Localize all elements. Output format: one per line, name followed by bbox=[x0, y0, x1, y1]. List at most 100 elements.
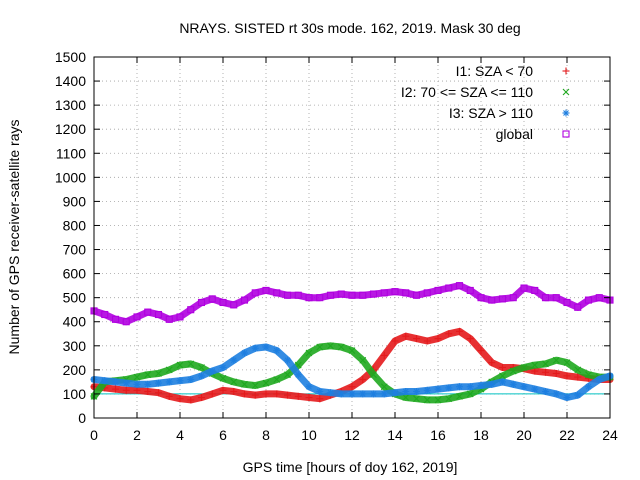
data-point bbox=[187, 360, 195, 368]
data-point bbox=[305, 383, 313, 391]
data-point bbox=[294, 291, 302, 299]
data-point bbox=[370, 390, 377, 398]
data-point bbox=[305, 294, 313, 302]
data-point bbox=[595, 375, 603, 383]
data-point bbox=[144, 308, 152, 316]
data-point bbox=[230, 301, 238, 309]
data-point bbox=[488, 359, 496, 367]
data-point bbox=[133, 373, 141, 381]
data-point bbox=[434, 396, 442, 404]
data-point bbox=[198, 372, 205, 380]
data-point bbox=[316, 388, 324, 396]
data-point bbox=[509, 367, 517, 375]
x-tick-label: 8 bbox=[262, 427, 270, 443]
data-point bbox=[402, 394, 410, 401]
data-point bbox=[187, 375, 195, 383]
data-point bbox=[144, 380, 152, 388]
data-point bbox=[326, 291, 335, 299]
data-point bbox=[499, 378, 506, 386]
y-tick-label: 1500 bbox=[55, 49, 86, 65]
data-point bbox=[112, 378, 119, 386]
legend-label: I3: SZA > 110 bbox=[449, 105, 533, 121]
data-point bbox=[499, 363, 506, 371]
data-point bbox=[165, 366, 173, 374]
data-point bbox=[133, 380, 141, 388]
legend-marker bbox=[562, 88, 570, 96]
x-tick-label: 12 bbox=[344, 427, 360, 443]
x-axis-title: GPS time [hours of doy 162, 2019] bbox=[243, 459, 458, 475]
data-point bbox=[455, 282, 464, 290]
data-point bbox=[262, 343, 270, 351]
data-point bbox=[262, 286, 270, 294]
legend: I1: SZA < 70 I2: 70 <= SZA <= 110 I3: SZA … bbox=[401, 63, 570, 142]
data-point bbox=[273, 390, 281, 398]
legend-marker bbox=[562, 109, 570, 117]
data-point bbox=[445, 284, 453, 292]
x-tick-label: 24 bbox=[602, 427, 618, 443]
data-point bbox=[445, 395, 453, 403]
data-point bbox=[219, 298, 227, 307]
data-point bbox=[574, 373, 582, 381]
data-point bbox=[230, 388, 238, 396]
data-point bbox=[563, 394, 571, 402]
data-point bbox=[337, 343, 345, 351]
data-point bbox=[305, 394, 313, 402]
data-point bbox=[273, 347, 281, 355]
data-point bbox=[413, 388, 420, 396]
data-point bbox=[219, 374, 227, 382]
data-point bbox=[574, 366, 582, 374]
data-point bbox=[574, 391, 582, 399]
data-point bbox=[327, 342, 334, 350]
x-tick-label: 18 bbox=[473, 427, 489, 443]
data-point bbox=[316, 294, 324, 302]
data-point bbox=[359, 375, 367, 383]
data-point bbox=[133, 386, 141, 394]
x-tick-label: 10 bbox=[301, 427, 317, 443]
data-point bbox=[445, 330, 453, 338]
data-point bbox=[423, 289, 431, 297]
data-point bbox=[563, 372, 571, 380]
data-point bbox=[466, 286, 474, 294]
data-point bbox=[198, 364, 205, 371]
data-point bbox=[584, 296, 593, 304]
data-point bbox=[402, 289, 410, 297]
data-point bbox=[337, 290, 345, 298]
x-tick-label: 14 bbox=[387, 427, 403, 443]
legend-marker bbox=[562, 67, 570, 75]
data-point bbox=[477, 294, 485, 302]
y-tick-label: 700 bbox=[63, 242, 87, 258]
data-point bbox=[477, 347, 485, 355]
data-point bbox=[262, 379, 270, 387]
data-point bbox=[294, 371, 302, 379]
data-point bbox=[316, 343, 324, 351]
data-point bbox=[348, 390, 356, 398]
data-point bbox=[391, 337, 399, 345]
data-point bbox=[488, 380, 496, 388]
data-point bbox=[369, 290, 378, 298]
y-tick-label: 100 bbox=[63, 386, 87, 402]
data-point bbox=[531, 385, 539, 393]
data-point bbox=[434, 385, 442, 393]
data-point bbox=[466, 383, 474, 391]
data-point bbox=[101, 377, 109, 385]
data-point bbox=[284, 391, 291, 399]
data-point bbox=[155, 389, 162, 397]
data-point bbox=[165, 378, 173, 386]
data-point bbox=[262, 390, 270, 398]
data-point bbox=[348, 291, 356, 299]
data-point bbox=[154, 310, 163, 319]
data-point bbox=[434, 286, 442, 294]
data-point bbox=[520, 284, 528, 292]
data-point bbox=[380, 351, 388, 359]
data-point bbox=[359, 390, 367, 398]
y-tick-label: 1100 bbox=[56, 145, 86, 161]
data-point bbox=[241, 380, 248, 388]
data-point bbox=[101, 310, 109, 319]
data-point bbox=[531, 367, 539, 375]
legend-marker bbox=[562, 130, 570, 138]
data-point bbox=[230, 356, 238, 364]
data-point bbox=[574, 303, 582, 311]
data-point bbox=[111, 315, 120, 323]
data-point bbox=[499, 372, 506, 380]
data-point bbox=[552, 294, 560, 302]
